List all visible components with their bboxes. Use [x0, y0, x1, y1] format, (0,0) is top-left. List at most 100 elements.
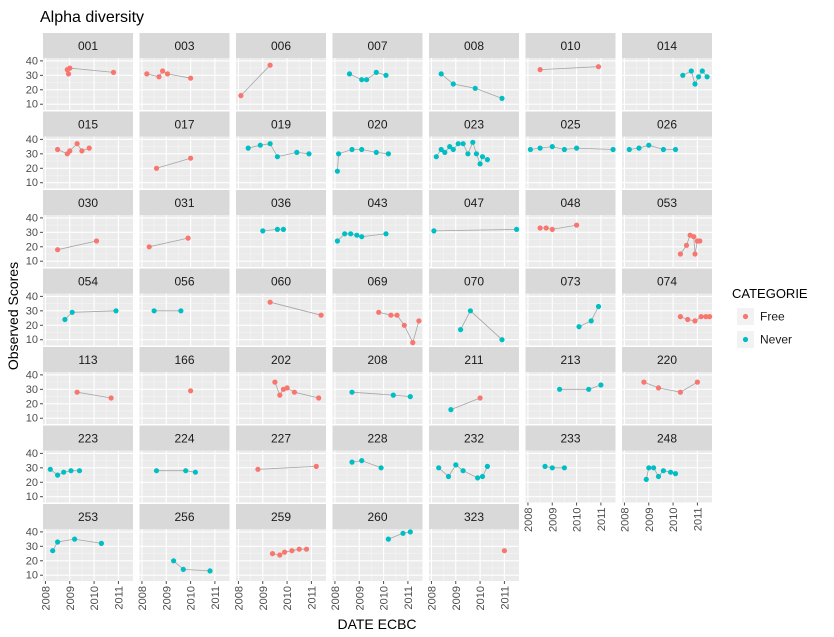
panel-background: [429, 529, 519, 581]
data-point: [672, 146, 679, 153]
data-point: [703, 314, 709, 320]
data-point: [151, 308, 157, 314]
panel-background: [622, 58, 712, 110]
data-point: [359, 146, 365, 153]
facet-strip: [139, 190, 230, 215]
facet-label: 025: [560, 118, 580, 132]
data-point: [549, 144, 555, 150]
y-tick-label: 30: [26, 70, 38, 82]
data-point: [626, 146, 632, 153]
y-axis-label: Observed Scores: [5, 262, 21, 370]
data-point: [188, 388, 194, 394]
y-tick-label: 30: [26, 462, 38, 474]
data-point: [160, 68, 166, 74]
legend: CATEGORIE Free Never: [732, 286, 808, 348]
x-tick-label: 2008: [619, 508, 631, 532]
facet-strip: [429, 190, 519, 215]
x-tick-label: 2011: [210, 586, 222, 610]
chart-title: Alpha diversity: [40, 9, 144, 26]
data-point: [561, 465, 568, 471]
data-point: [696, 74, 702, 80]
facet-label: 223: [78, 432, 98, 446]
facet-strip: [622, 111, 712, 137]
data-point: [55, 247, 61, 253]
series-line: [52, 538, 102, 551]
facet-strip: [43, 33, 133, 58]
data-point: [364, 77, 370, 83]
y-tick-label: 40: [26, 134, 38, 146]
data-point: [479, 154, 486, 160]
data-point: [334, 168, 340, 174]
data-point: [473, 151, 479, 157]
facet-label: 036: [271, 196, 291, 210]
facet-strip: [622, 347, 712, 372]
data-point: [668, 469, 674, 475]
y-tick-label: 30: [26, 305, 38, 317]
facet-label: 054: [78, 275, 98, 289]
data-point: [479, 473, 486, 480]
panel-background: [236, 293, 326, 346]
data-point: [280, 226, 286, 232]
data-point: [557, 386, 563, 392]
data-point: [383, 231, 389, 237]
facet-strip: [429, 504, 519, 529]
facet-strip: [139, 347, 230, 372]
data-point: [76, 468, 83, 474]
y-tick-label: 20: [26, 398, 38, 410]
facet-strip: [332, 504, 423, 529]
facet-strip: [236, 190, 326, 215]
y-tick-label: 30: [26, 541, 38, 553]
panel-background: [43, 58, 133, 110]
facet-panel: 006: [236, 33, 326, 110]
data-point: [274, 226, 280, 232]
facet-label: 010: [560, 39, 580, 53]
facet-label: 001: [78, 39, 98, 53]
data-point: [394, 312, 400, 318]
data-point: [113, 308, 119, 314]
panel-background: [236, 450, 326, 503]
data-point: [436, 465, 442, 471]
data-point: [74, 141, 80, 147]
facet-strip: [139, 425, 230, 451]
series-line: [156, 157, 191, 169]
panel-background: [525, 450, 616, 503]
series-line: [540, 224, 577, 230]
data-point: [677, 251, 684, 257]
x-tick-label: 2011: [596, 508, 608, 532]
y-tick-label: 20: [26, 555, 38, 567]
data-point: [692, 81, 698, 87]
data-point: [537, 145, 543, 151]
data-point: [588, 318, 594, 324]
data-point: [98, 540, 104, 547]
facet-strip: [622, 33, 712, 58]
facet-strip: [139, 504, 230, 529]
y-tick-label: 40: [26, 55, 38, 67]
data-point: [691, 234, 697, 240]
data-point: [61, 469, 67, 475]
data-point: [677, 314, 684, 320]
data-point: [385, 536, 391, 542]
panel-background: [236, 372, 326, 424]
facet-strip: [43, 425, 133, 451]
facet-panel: 220: [622, 347, 712, 424]
facet-label: 253: [78, 510, 98, 524]
x-tick-label: 2009: [258, 586, 270, 610]
panel-background: [139, 136, 230, 189]
facet-strip: [236, 111, 326, 137]
legend-title: CATEGORIE: [732, 286, 808, 301]
data-point: [598, 382, 604, 388]
data-point: [359, 458, 365, 464]
data-point: [636, 145, 642, 151]
data-point: [576, 324, 582, 330]
data-point: [537, 67, 543, 73]
facet-label: 048: [560, 196, 580, 210]
data-point: [561, 146, 568, 153]
facet-label: 017: [174, 118, 194, 132]
series-line: [643, 381, 698, 393]
facet-strip: [332, 425, 423, 451]
data-point: [55, 146, 61, 153]
data-point: [342, 231, 348, 237]
panel-background: [332, 529, 423, 581]
facet-panel: 015 10 20 30 40: [26, 111, 133, 189]
